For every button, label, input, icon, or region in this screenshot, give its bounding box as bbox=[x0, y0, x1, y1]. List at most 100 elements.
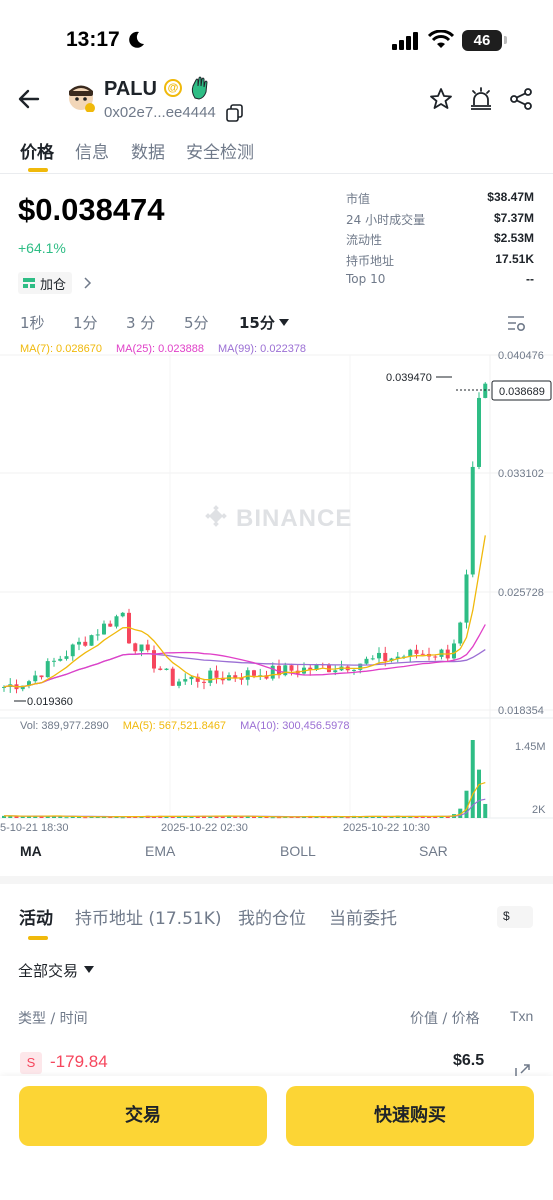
volume-bar bbox=[77, 816, 81, 818]
stat-label: Top 10 bbox=[346, 272, 386, 286]
candle-body bbox=[20, 685, 25, 690]
caret-down-icon[interactable] bbox=[279, 319, 289, 327]
chevron-right-icon[interactable] bbox=[82, 276, 92, 290]
volume-bar bbox=[327, 817, 331, 819]
stat-label: 24 小时成交量 bbox=[346, 212, 426, 227]
volume-bar bbox=[464, 790, 469, 818]
tab-price[interactable]: 价格 bbox=[20, 143, 54, 163]
volume-tick: 2K bbox=[532, 804, 546, 816]
volume-bar bbox=[20, 816, 25, 818]
last-price-label: 0.038689 bbox=[499, 386, 545, 398]
stat-value: $2.53M bbox=[493, 231, 534, 245]
candle-body bbox=[158, 668, 163, 670]
add-position-button[interactable]: 加仓 bbox=[18, 272, 72, 294]
low-price-label: 0.019360 bbox=[27, 696, 73, 708]
candle-body bbox=[364, 658, 369, 664]
star-icon[interactable] bbox=[428, 86, 454, 112]
wifi-icon bbox=[428, 30, 454, 48]
tab-security[interactable]: 安全检测 bbox=[186, 143, 254, 163]
tab-info[interactable]: 信息 bbox=[75, 143, 109, 163]
interval-1s[interactable]: 1秒 bbox=[20, 314, 45, 332]
candle-body bbox=[152, 650, 156, 669]
volume-bars bbox=[2, 740, 488, 819]
indicator-boll[interactable]: BOLL bbox=[280, 843, 316, 859]
stat-value: 17.51K bbox=[495, 251, 534, 266]
volume-bar bbox=[208, 816, 213, 818]
interval-5m[interactable]: 5分 bbox=[184, 314, 209, 332]
ma25-line bbox=[3, 624, 486, 688]
candle-body bbox=[458, 622, 463, 644]
copy-icon[interactable] bbox=[226, 104, 244, 122]
candles bbox=[2, 382, 488, 694]
currency-toggle[interactable]: $ bbox=[497, 906, 533, 928]
at-badge[interactable]: @ bbox=[164, 79, 182, 97]
tab-data[interactable]: 数据 bbox=[131, 143, 165, 163]
candlestick-chart[interactable]: BINANCE 0.040476 0.033102 0.025728 0.018… bbox=[0, 340, 553, 840]
status-bar: 13:17 46 bbox=[0, 0, 553, 80]
candle-body bbox=[70, 644, 75, 657]
candle-body bbox=[452, 643, 456, 659]
tab-holders[interactable]: 持币地址 (17.51K) bbox=[75, 909, 222, 929]
caret-down-icon[interactable] bbox=[84, 966, 94, 974]
price-change: +64.1% bbox=[18, 240, 66, 256]
share-icon[interactable] bbox=[508, 86, 534, 112]
volume-bar bbox=[70, 816, 75, 818]
tab-activity[interactable]: 活动 bbox=[19, 909, 53, 929]
stat-value: $38.47M bbox=[487, 190, 534, 204]
volume-bar bbox=[408, 816, 413, 818]
stat-label: 持币地址 bbox=[346, 253, 395, 268]
candle-body bbox=[408, 649, 413, 657]
signal-icon bbox=[392, 32, 418, 50]
stat-value: -- bbox=[526, 272, 534, 286]
high-price-label: 0.039470 bbox=[386, 372, 432, 384]
volume-legend-ma5: MA(5): 567,521.8467 bbox=[122, 720, 227, 732]
chart-settings-icon[interactable] bbox=[505, 312, 527, 334]
ma-legend: MA(7): 0.028670 MA(25): 0.023888 MA(99): 0… bbox=[20, 343, 320, 355]
candle-body bbox=[289, 665, 294, 671]
volume-bar bbox=[83, 817, 88, 819]
trade-button[interactable]: 交易 bbox=[19, 1086, 267, 1146]
candle-body bbox=[95, 634, 100, 636]
indicator-sar[interactable]: SAR bbox=[419, 843, 448, 859]
add-position-label: 加仓 bbox=[40, 278, 67, 293]
candle-body bbox=[2, 686, 6, 688]
candle-body bbox=[195, 676, 200, 682]
interval-1m[interactable]: 1分 bbox=[73, 314, 98, 332]
volume-bar bbox=[458, 808, 463, 818]
candle-body bbox=[83, 641, 88, 646]
candle-body bbox=[252, 670, 256, 676]
volume-bar bbox=[177, 816, 181, 818]
volume-bar bbox=[345, 817, 350, 819]
add-position-icon bbox=[23, 278, 35, 288]
volume-bar bbox=[195, 816, 200, 818]
tab-open-orders[interactable]: 当前委托 bbox=[329, 909, 397, 929]
contract-address: 0x02e7...ee4444 bbox=[104, 104, 216, 121]
candle-body bbox=[239, 677, 244, 680]
volume-bar bbox=[152, 816, 156, 818]
battery-icon: 46 bbox=[462, 30, 502, 51]
trade-filter[interactable]: 全部交易 bbox=[18, 962, 79, 980]
indicator-ema[interactable]: EMA bbox=[145, 843, 176, 859]
volume-bar bbox=[183, 816, 188, 818]
candle-body bbox=[358, 663, 363, 670]
candle-body bbox=[214, 670, 219, 678]
col-value-price: 价值 / 价格 bbox=[410, 1011, 480, 1027]
interval-15m[interactable]: 15分 bbox=[239, 314, 275, 332]
volume-bar bbox=[389, 817, 394, 819]
tab-my-positions[interactable]: 我的仓位 bbox=[238, 909, 306, 929]
token-name: PALU bbox=[104, 78, 157, 100]
quick-buy-button[interactable]: 快速购买 bbox=[286, 1086, 534, 1146]
candle-body bbox=[420, 653, 425, 655]
indicator-ma[interactable]: MA bbox=[20, 843, 42, 859]
price-alert-icon[interactable] bbox=[468, 86, 494, 112]
candle-body bbox=[133, 643, 138, 652]
back-arrow-icon[interactable] bbox=[16, 86, 42, 112]
interval-3m[interactable]: 3 分 bbox=[126, 314, 156, 332]
table-row[interactable]: S -179.84 $6.5 bbox=[0, 1046, 553, 1079]
candle-body bbox=[433, 656, 438, 658]
candle-body bbox=[308, 667, 313, 671]
candle-body bbox=[470, 466, 475, 575]
volume-bar bbox=[233, 816, 238, 818]
wave-hand-icon[interactable] bbox=[189, 76, 211, 100]
token-avatar bbox=[69, 85, 95, 112]
